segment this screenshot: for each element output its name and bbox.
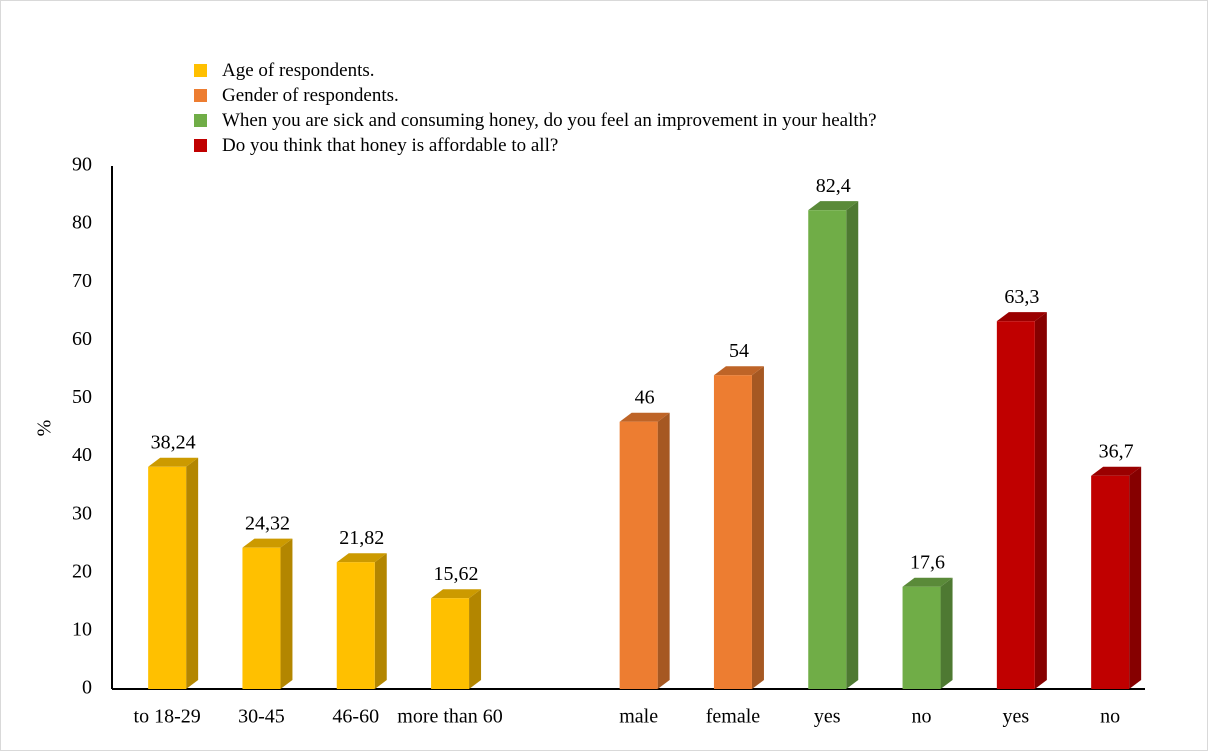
x-tick-label: yes <box>814 706 841 728</box>
data-label: 17,6 <box>910 551 945 573</box>
bar-side <box>469 589 482 689</box>
legend: Age of respondents. Gender of respondents… <box>192 58 992 158</box>
y-tick-label: 70 <box>72 270 92 292</box>
bar-top <box>242 538 293 548</box>
bar <box>148 466 187 689</box>
bar <box>242 547 281 689</box>
legend-item: Age of respondents. <box>192 58 992 83</box>
bar-top <box>336 553 387 563</box>
bar-top <box>996 312 1047 322</box>
data-label: 46 <box>635 386 655 408</box>
x-tick-label: female <box>706 706 761 728</box>
legend-text: Age of respondents. <box>222 60 375 81</box>
bar <box>808 210 847 690</box>
x-tick-label: to 18-29 <box>134 706 201 728</box>
legend-text: Do you think that honey is affordable to… <box>222 135 559 156</box>
bar-side <box>186 457 199 689</box>
data-label: 82,4 <box>816 175 851 197</box>
x-tick-label: yes <box>1003 706 1030 728</box>
legend-text: Gender of respondents. <box>222 85 399 106</box>
bar-top <box>1091 466 1142 476</box>
y-axis-label: % <box>34 420 56 437</box>
bar-side <box>1034 312 1047 689</box>
x-tick-label: 30-45 <box>238 706 285 728</box>
data-label: 54 <box>729 340 749 362</box>
y-tick-label: 20 <box>72 560 92 582</box>
bar-top <box>148 457 199 467</box>
bar-top <box>431 589 482 599</box>
legend-swatch <box>194 64 207 77</box>
legend-text: When you are sick and consuming honey, d… <box>222 110 877 131</box>
data-label: 15,62 <box>434 563 479 585</box>
y-tick-label: 0 <box>82 677 92 699</box>
bar <box>336 562 375 689</box>
bar-side <box>751 366 764 689</box>
y-tick-label: 50 <box>72 386 92 408</box>
x-tick-label: no <box>912 706 932 728</box>
bar <box>431 598 470 689</box>
bar <box>902 586 941 689</box>
y-tick-label: 60 <box>72 328 92 350</box>
bar-side <box>1129 466 1142 689</box>
x-tick-label: male <box>619 706 658 728</box>
bar-side <box>280 538 293 689</box>
legend-item: Do you think that honey is affordable to… <box>192 133 992 158</box>
data-label: 36,7 <box>1099 440 1134 462</box>
bar <box>1091 475 1130 689</box>
legend-item: When you are sick and consuming honey, d… <box>192 108 992 133</box>
bar <box>996 321 1035 689</box>
data-label: 21,82 <box>339 527 384 549</box>
bar <box>713 375 752 689</box>
y-tick-label: 10 <box>72 618 92 640</box>
data-label: 38,24 <box>151 431 196 453</box>
bar-top <box>713 366 764 376</box>
legend-item: Gender of respondents. <box>192 83 992 108</box>
legend-swatch <box>194 139 207 152</box>
y-tick-label: 80 <box>72 212 92 234</box>
bar <box>619 421 658 689</box>
x-tick-label: no <box>1100 706 1120 728</box>
data-label: 63,3 <box>1004 286 1039 308</box>
bar-side <box>374 553 387 689</box>
bar-side <box>846 201 859 690</box>
y-tick-label: 90 <box>72 154 92 176</box>
bar-top <box>808 201 859 211</box>
y-tick-label: 30 <box>72 502 92 524</box>
y-tick-label: 40 <box>72 444 92 466</box>
bar-top <box>902 577 953 587</box>
bar-side <box>657 412 670 689</box>
bar-top <box>619 412 670 422</box>
legend-swatch <box>194 114 207 127</box>
x-tick-label: 46-60 <box>332 706 379 728</box>
legend-swatch <box>194 89 207 102</box>
x-tick-label: more than 60 <box>397 706 503 728</box>
bar-side <box>940 577 953 689</box>
data-label: 24,32 <box>245 512 290 534</box>
